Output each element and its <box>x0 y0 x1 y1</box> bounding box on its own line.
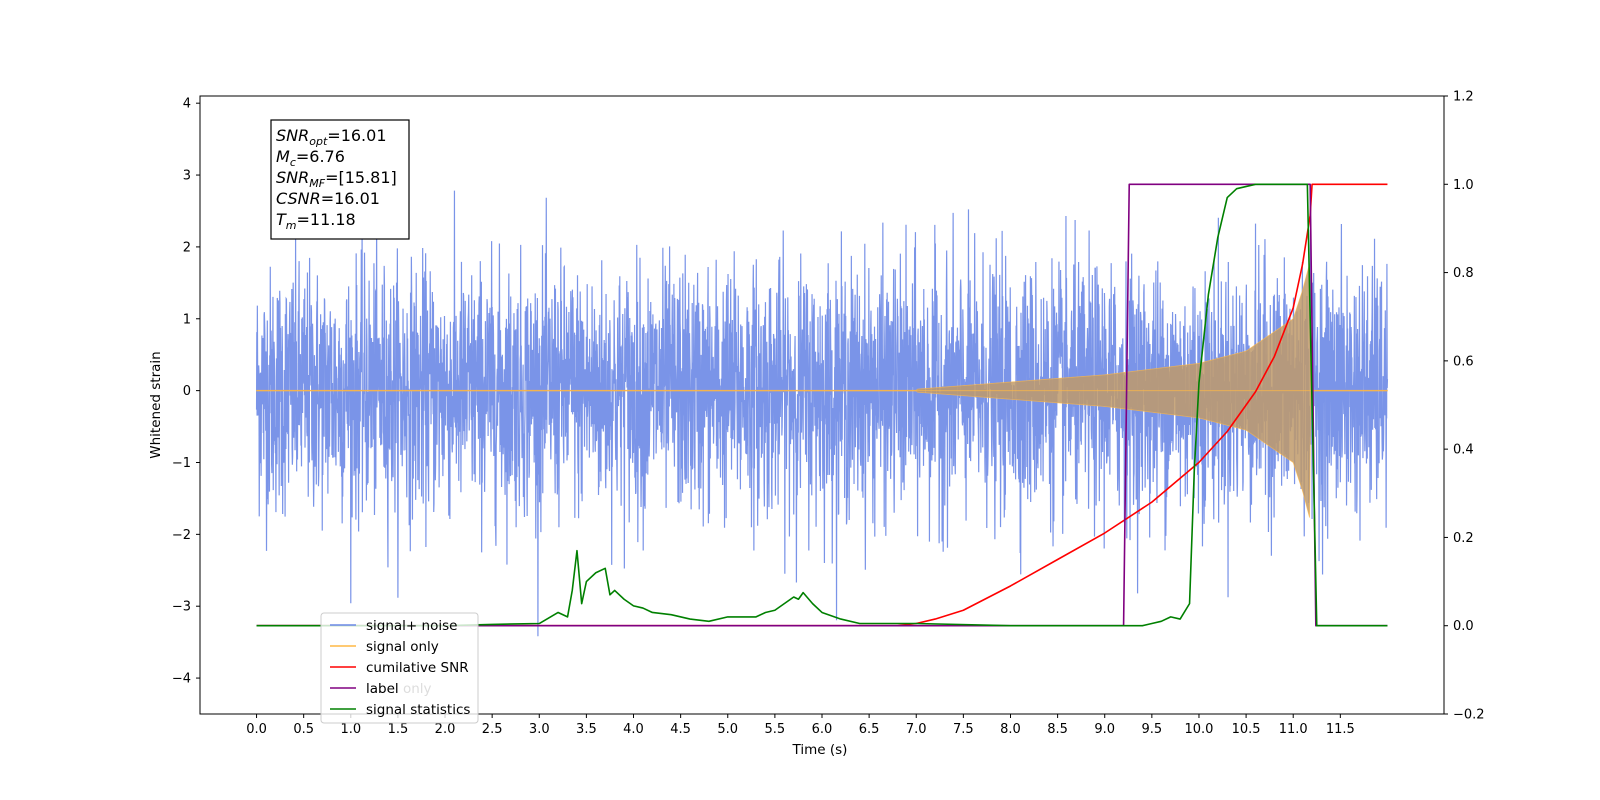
y-tick-label: 2 <box>183 240 191 255</box>
x-tick-label: 10.5 <box>1232 722 1261 737</box>
x-axis-label: Time (s) <box>792 742 848 758</box>
y-axis-label: Whitened strain <box>148 351 164 458</box>
y-tick-label: −1 <box>172 456 191 471</box>
x-tick-label: 0.5 <box>293 722 314 737</box>
x-tick-label: 2.0 <box>435 722 456 737</box>
y-tick-label: −3 <box>172 600 191 615</box>
x-tick-label: 9.5 <box>1142 722 1163 737</box>
x-tick-label: 11.0 <box>1279 722 1308 737</box>
y-tick-label: 1 <box>183 312 191 327</box>
legend-label-label: label <box>366 681 399 697</box>
series-layer <box>255 183 1389 637</box>
y-tick-label: 0 <box>183 384 191 399</box>
x-axis: 0.0 0.5 1.0 1.5 2.0 2.5 3.0 3.5 4.0 4.5 5.0 5.5 6.0 6… <box>246 714 1355 737</box>
y-right-tick-label: 1.0 <box>1453 178 1474 193</box>
x-tick-label: 4.5 <box>670 722 691 737</box>
series-cumulative-snr <box>256 183 1388 627</box>
y-tick-label: −4 <box>172 672 191 687</box>
x-tick-label: 6.5 <box>859 722 880 737</box>
y-right-tick-label: −0.2 <box>1453 708 1485 723</box>
y-tick-label: 4 <box>183 97 191 112</box>
annotation-snr-opt: SNRopt=16.01 <box>276 126 387 148</box>
x-tick-label: 5.0 <box>717 722 738 737</box>
y-right-tick-label: 0.8 <box>1453 266 1474 281</box>
x-tick-label: 2.5 <box>482 722 503 737</box>
y-axis-left: 4 3 2 1 0 −1 −2 −3 −4 <box>172 97 200 687</box>
y-axis-right: 1.2 1.0 0.8 0.6 0.4 0.2 0.0 −0.2 <box>1444 90 1485 723</box>
x-tick-label: 10.0 <box>1184 722 1213 737</box>
y-tick-label: 3 <box>183 169 191 184</box>
y-right-tick-label: 0.6 <box>1453 354 1474 369</box>
x-tick-label: 8.5 <box>1047 722 1068 737</box>
legend-hidden-label: label only <box>366 681 432 697</box>
y-right-tick-label: 0.0 <box>1453 619 1474 634</box>
annotation-tm: Tm=11.18 <box>276 210 356 232</box>
legend-label-signal-noise: signal+ noise <box>366 618 457 634</box>
x-tick-label: 3.0 <box>529 722 550 737</box>
annotation-box: SNRopt=16.01 Mc=6.76 SNRMF=[15.81] CSNR=… <box>270 119 410 240</box>
legend: signal+ noise signal only cumilative SNR… <box>320 612 479 724</box>
x-tick-label: 11.5 <box>1326 722 1355 737</box>
x-tick-label: 5.5 <box>765 722 786 737</box>
x-tick-label: 0.0 <box>246 722 267 737</box>
series-signal-statistics <box>256 183 1388 627</box>
x-tick-label: 1.5 <box>388 722 409 737</box>
annotation-frame <box>270 119 410 240</box>
annotation-csnr: CSNR=16.01 <box>276 189 380 208</box>
x-tick-label: 7.5 <box>953 722 974 737</box>
legend-label-signal-statistics: signal statistics <box>366 702 470 718</box>
annotation-mc: Mc=6.76 <box>276 147 345 169</box>
x-tick-label: 9.0 <box>1094 722 1115 737</box>
legend-frame <box>320 612 479 724</box>
legend-label-cumulative-snr: cumilative SNR <box>366 660 469 676</box>
y-right-tick-label: 0.2 <box>1453 531 1474 546</box>
x-tick-label: 6.0 <box>812 722 833 737</box>
x-tick-label: 3.5 <box>576 722 597 737</box>
legend-label-signal-only: signal only <box>366 639 439 655</box>
x-tick-label: 8.0 <box>1000 722 1021 737</box>
y-tick-label: −2 <box>172 528 191 543</box>
x-tick-label: 1.0 <box>340 722 361 737</box>
y-right-tick-label: 0.4 <box>1453 443 1474 458</box>
y-right-tick-label: 1.2 <box>1453 90 1474 105</box>
x-tick-label: 4.0 <box>623 722 644 737</box>
x-tick-label: 7.0 <box>906 722 927 737</box>
annotation-snr-mf: SNRMF=[15.81] <box>276 168 397 190</box>
